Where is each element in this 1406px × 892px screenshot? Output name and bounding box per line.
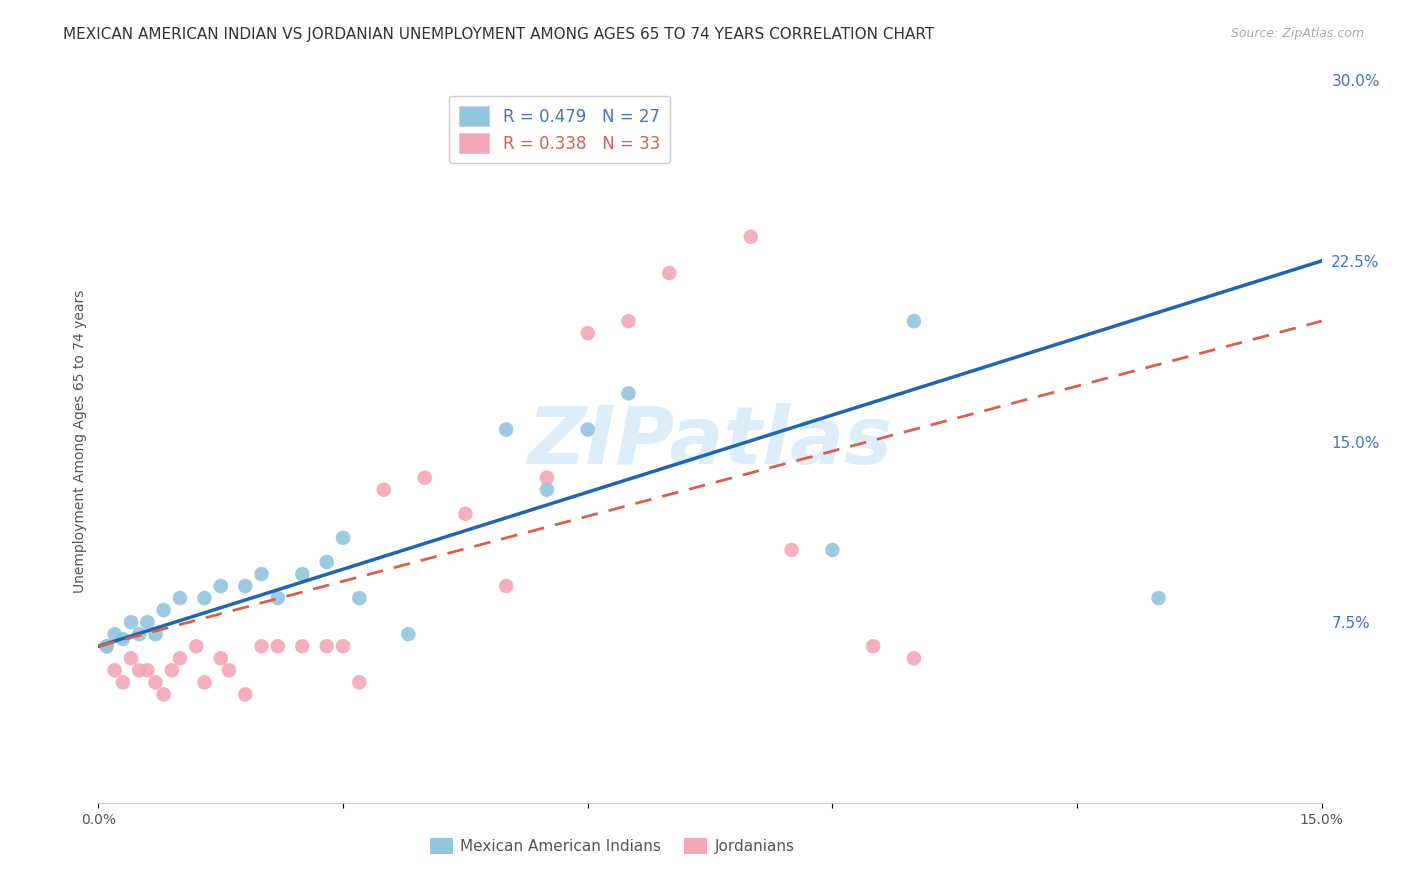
Point xyxy=(495,422,517,436)
Point xyxy=(218,664,240,678)
Point xyxy=(495,579,517,593)
Point xyxy=(120,651,142,665)
Point xyxy=(169,651,191,665)
Point xyxy=(104,664,127,678)
Point xyxy=(267,591,290,605)
Point xyxy=(780,542,803,557)
Point xyxy=(104,627,127,641)
Point xyxy=(903,651,925,665)
Point xyxy=(169,591,191,605)
Point xyxy=(145,627,167,641)
Point xyxy=(250,639,273,653)
Point xyxy=(1147,591,1170,605)
Point xyxy=(617,145,640,160)
Point xyxy=(862,639,884,653)
Point xyxy=(160,664,183,678)
Point xyxy=(111,632,134,646)
Text: ZIPatlas: ZIPatlas xyxy=(527,402,893,481)
Point xyxy=(396,627,419,641)
Point xyxy=(96,639,118,653)
Point xyxy=(128,627,150,641)
Point xyxy=(209,651,232,665)
Point xyxy=(128,664,150,678)
Point xyxy=(267,639,290,653)
Point xyxy=(576,326,599,340)
Point xyxy=(120,615,142,630)
Point xyxy=(536,483,558,497)
Point xyxy=(903,314,925,328)
Point xyxy=(233,579,256,593)
Point xyxy=(658,266,681,280)
Point xyxy=(152,603,174,617)
Point xyxy=(332,639,354,653)
Text: MEXICAN AMERICAN INDIAN VS JORDANIAN UNEMPLOYMENT AMONG AGES 65 TO 74 YEARS CORR: MEXICAN AMERICAN INDIAN VS JORDANIAN UNE… xyxy=(63,27,935,42)
Point xyxy=(96,639,118,653)
Point xyxy=(617,386,640,401)
Point xyxy=(315,555,337,569)
Point xyxy=(617,314,640,328)
Point xyxy=(291,567,314,582)
Y-axis label: Unemployment Among Ages 65 to 74 years: Unemployment Among Ages 65 to 74 years xyxy=(73,290,87,593)
Point xyxy=(740,230,762,244)
Point xyxy=(349,591,371,605)
Point xyxy=(454,507,477,521)
Text: Source: ZipAtlas.com: Source: ZipAtlas.com xyxy=(1230,27,1364,40)
Point xyxy=(111,675,134,690)
Point xyxy=(145,675,167,690)
Point xyxy=(349,675,371,690)
Legend: Mexican American Indians, Jordanians: Mexican American Indians, Jordanians xyxy=(423,832,801,860)
Point xyxy=(152,687,174,701)
Point xyxy=(136,664,159,678)
Point xyxy=(209,579,232,593)
Point xyxy=(821,542,844,557)
Point xyxy=(291,639,314,653)
Point xyxy=(332,531,354,545)
Point xyxy=(373,483,395,497)
Point xyxy=(576,422,599,436)
Point xyxy=(536,470,558,484)
Point xyxy=(315,639,337,653)
Point xyxy=(413,470,436,484)
Point xyxy=(233,687,256,701)
Point xyxy=(250,567,273,582)
Point xyxy=(136,615,159,630)
Point xyxy=(193,675,215,690)
Point xyxy=(186,639,208,653)
Point xyxy=(193,591,215,605)
